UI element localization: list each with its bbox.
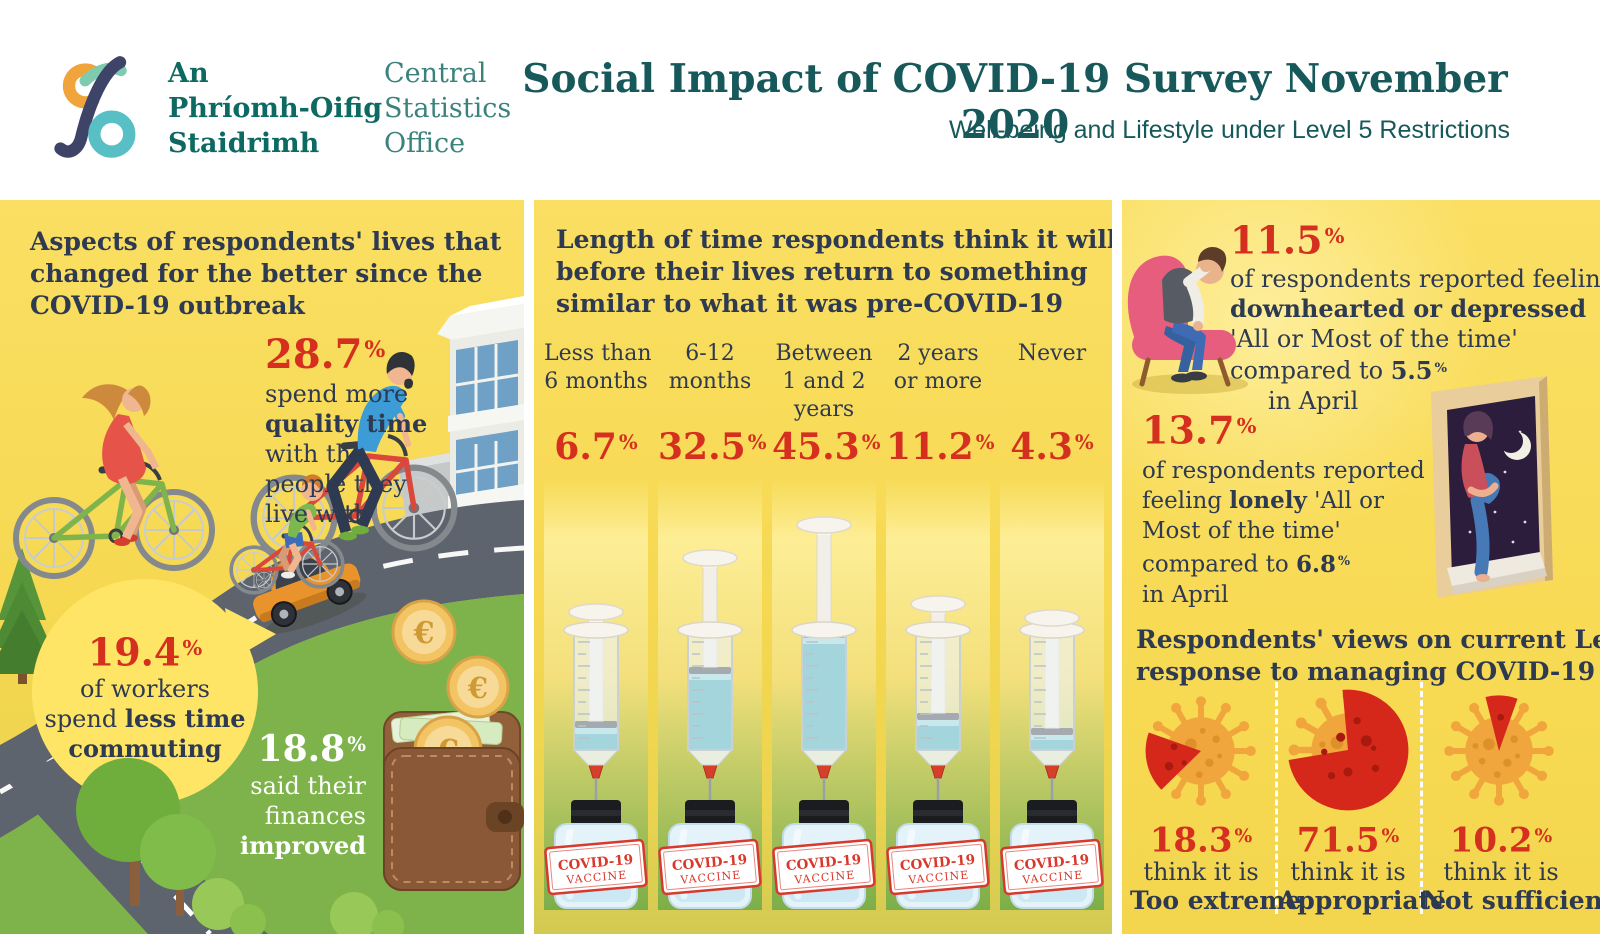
view-not-sufficient: 10.2% think it is Not sufficient (1422, 820, 1600, 916)
syringe-vial-icon (772, 516, 876, 910)
page-title: Social Impact of COVID-19 Survey Novembe… (522, 56, 1508, 148)
panel-return-to-normal: Length of time respondents think it will… (534, 200, 1112, 934)
road (0, 500, 524, 838)
euro-coin-icon: € (446, 655, 510, 719)
speech-bubble (32, 579, 276, 805)
stat-quality-time: 28.7% spend more quality time with the p… (265, 331, 428, 529)
view-appropriate: 71.5% think it is Appropriate (1278, 820, 1447, 916)
family-cycling-icon (2, 352, 482, 595)
column-value: 4.3% (1010, 426, 1094, 468)
tree-icon (76, 758, 404, 934)
stat-finances: 18.8% said their finances improved (240, 727, 366, 860)
man-cyclist (326, 352, 415, 541)
column-label: Between 1 and 2 years (775, 341, 873, 422)
logo-name-irish: An Phríomh-Oifig Staidrimh (168, 58, 383, 159)
woman-cyclist (82, 384, 160, 546)
lonely-woman-window-icon (1431, 376, 1553, 598)
syringe-vial-icon (544, 603, 648, 910)
column-label: 2 years or more (893, 341, 983, 394)
column-value: 11.2% (886, 426, 995, 468)
virus-icon-appropriate (1284, 686, 1412, 814)
depressed-man-armchair-icon (1127, 247, 1248, 394)
views-heading: Respondents' views on current Level 5 re… (1136, 625, 1600, 686)
virus-icon-not-sufficient (1440, 692, 1558, 810)
stat-depressed: 11.5% of respondents reported feeling do… (1230, 217, 1600, 416)
header: An Phríomh-Oifig Staidrimh Central Stati… (0, 0, 1600, 200)
svg-text:€: € (467, 671, 488, 705)
cso-logo-icon (54, 56, 136, 158)
column-value: 32.5% (658, 426, 767, 468)
virus-icon-too-extreme (1142, 692, 1260, 810)
syringe-vial-icon (1000, 609, 1104, 910)
column-value: 6.7% (554, 426, 638, 468)
panel-changed-for-better: € € € (0, 200, 524, 934)
euro-coin-icon: € (391, 599, 457, 665)
stat-lonely: 13.7% of respondents reported feeling lo… (1142, 407, 1425, 608)
boy-cyclist (278, 474, 323, 579)
street-scene-illustration: € € € (0, 296, 524, 934)
wallet-coins-icon: € € € (383, 599, 524, 891)
left-heading: Aspects of respondents' lives that chang… (30, 227, 502, 320)
dashed-divider (1420, 682, 1423, 914)
dashed-divider (1275, 682, 1278, 914)
middle-heading: Length of time respondents think it will… (556, 225, 1112, 318)
logo-name-english: Central Statistics Office (384, 58, 512, 159)
column-label: Less than 6 months (544, 341, 652, 394)
page-subtitle: Well-being and Lifestyle under Level 5 R… (949, 116, 1510, 144)
stat-commuting: 19.4% of workers spend less time commuti… (44, 629, 246, 764)
view-too-extreme: 18.3% think it is Too extreme (1130, 820, 1302, 916)
syringe-vial-icon (658, 549, 762, 910)
column-label: 6-12 months (668, 341, 752, 394)
column-label: Never (1017, 341, 1087, 366)
syringe-vial-icon (886, 595, 990, 910)
building-icon (437, 296, 524, 518)
panel-wellbeing: 11.5% of respondents reported feeling do… (1122, 200, 1600, 934)
column-value: 45.3% (772, 426, 881, 468)
svg-text:€: € (413, 616, 435, 651)
